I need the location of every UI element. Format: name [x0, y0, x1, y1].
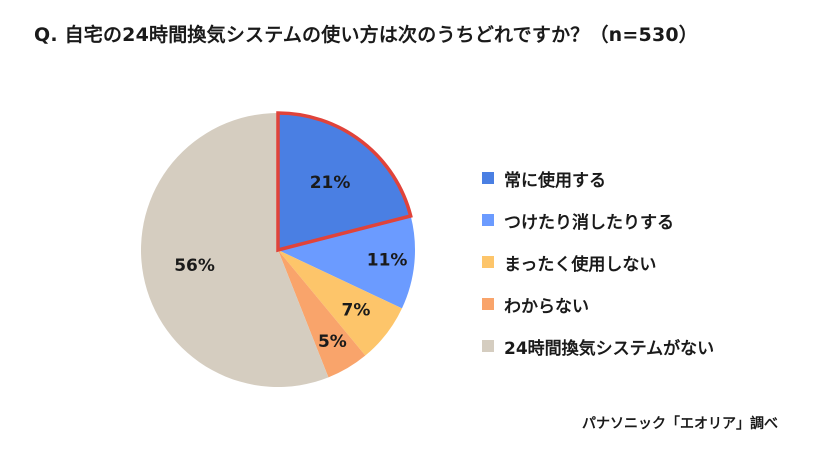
data-label-toggle: 11%	[367, 250, 408, 270]
chart-title: Q. 自宅の24時間換気システムの使い方は次のうちどれですか？（n=530）	[34, 24, 698, 46]
pie-slice-no-system	[140, 113, 329, 387]
data-label-never-use: 7%	[342, 300, 371, 320]
source-note: パナソニック「エオリア」調べ	[582, 416, 778, 432]
legend: 常に使用するつけたり消したりする まったく使用しない わからない 24時間換気システム…	[482, 157, 714, 367]
legend-swatch	[482, 340, 494, 352]
legend-swatch	[482, 256, 494, 268]
legend-label: 常に使用する	[504, 170, 606, 191]
data-label-unknown: 5%	[318, 332, 347, 352]
legend-item-never-use: まったく使用しない	[482, 241, 714, 283]
highlight-outline	[276, 111, 413, 253]
pie-slice-unknown	[278, 250, 366, 378]
pie-slice-toggle	[278, 215, 415, 309]
legend-item-no-system: 24時間換気システムがない	[482, 325, 714, 367]
legend-item-always-use: 常に使用する	[482, 157, 714, 199]
legend-label: わからない	[504, 296, 589, 317]
data-label-no-system: 56%	[174, 256, 215, 276]
legend-swatch	[482, 214, 494, 226]
legend-swatch	[482, 298, 494, 310]
pie-slice-always-use	[278, 113, 411, 250]
pie-slice-never-use	[278, 250, 402, 356]
legend-item-unknown: わからない	[482, 283, 714, 325]
legend-swatch	[482, 172, 494, 184]
legend-label: 24時間換気システムがない	[504, 338, 715, 359]
legend-label: まったく使用しない	[504, 254, 657, 275]
legend-label: つけたり消したりする	[504, 212, 674, 233]
data-label-always-use: 21%	[310, 173, 351, 193]
legend-item-toggle: つけたり消したりする	[482, 199, 714, 241]
